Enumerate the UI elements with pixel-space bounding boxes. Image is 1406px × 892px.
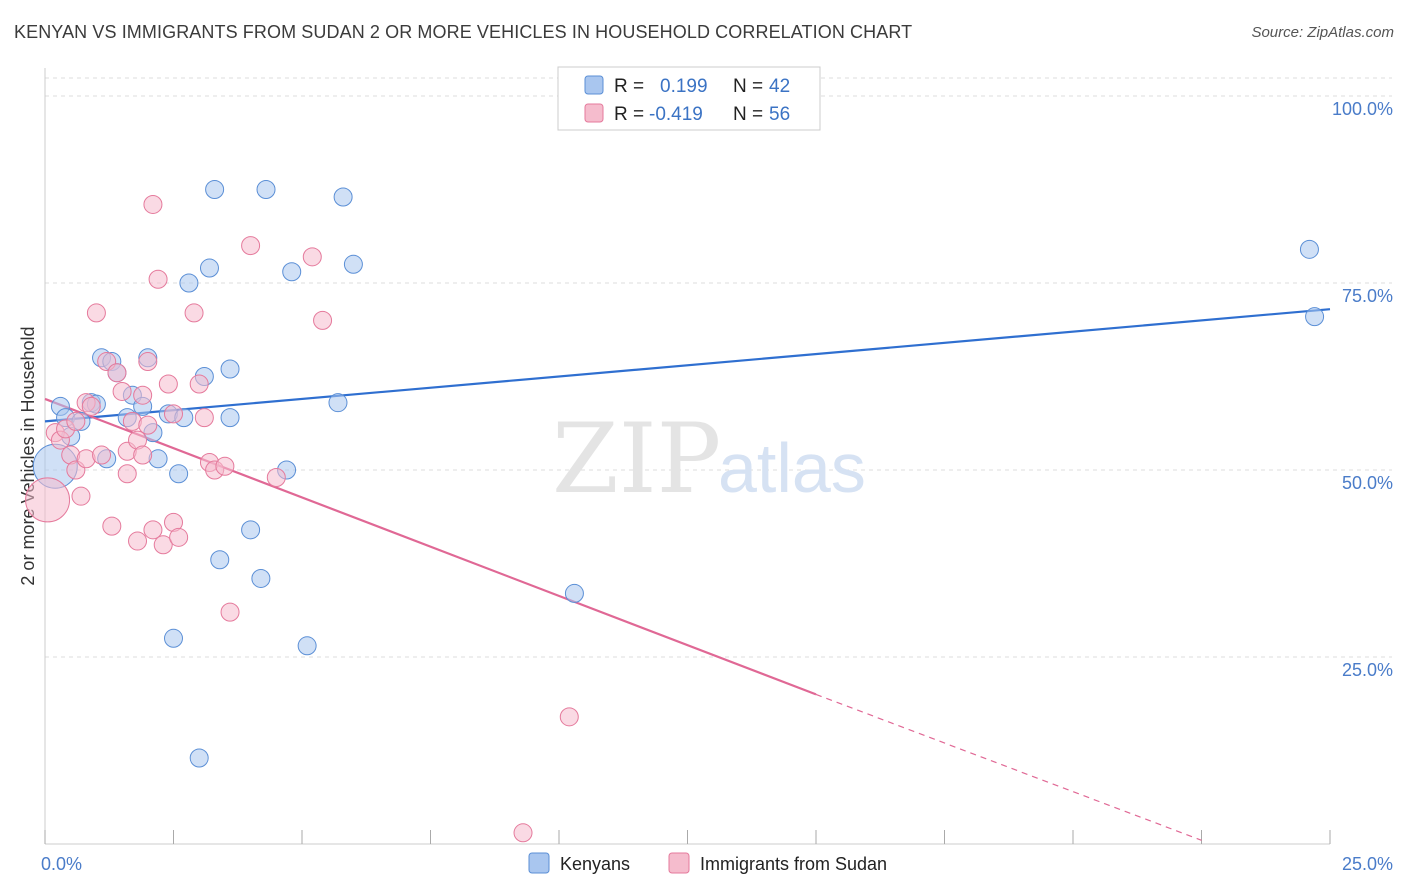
point-kenyans (199, 258, 219, 278)
legend-bottom-label-kenyans: Kenyans (560, 854, 630, 874)
point-sudan (164, 404, 183, 424)
legend-bottom-swatch-sudan (668, 852, 690, 874)
chart-title: KENYAN VS IMMIGRANTS FROM SUDAN 2 OR MOR… (14, 22, 913, 42)
point-kenyans (179, 273, 199, 293)
trend-line-kenyans (44, 308, 1331, 423)
point-sudan (81, 396, 101, 416)
legend-bottom: Kenyans Immigrants from Sudan (528, 852, 887, 874)
point-sudan (133, 445, 153, 465)
point-sudan (102, 516, 122, 536)
y-tick-label: 25.0% (1342, 660, 1393, 680)
point-sudan (133, 385, 153, 405)
point-kenyans (205, 180, 225, 199)
source-label: Source: ZipAtlas.com (1251, 24, 1394, 41)
point-sudan (189, 374, 209, 394)
y-tick-label: 100.0% (1332, 99, 1393, 119)
point-sudan (158, 374, 178, 394)
point-kenyans (164, 628, 183, 648)
watermark-atlas: atlas (718, 429, 866, 507)
watermark: ZIP atlas (552, 403, 866, 515)
point-sudan (266, 467, 286, 487)
legend-r-value: 0.199 (660, 76, 708, 97)
trend-line-sudan-extension (815, 693, 1202, 841)
y-tick-label: 75.0% (1342, 286, 1393, 306)
legend-n-value: 56 (769, 104, 790, 125)
gridlines (45, 77, 1392, 658)
data-points (25, 180, 1325, 843)
point-kenyans (256, 180, 276, 199)
point-kenyans (564, 583, 584, 603)
point-sudan (184, 303, 204, 323)
point-sudan (194, 408, 214, 428)
point-kenyans (282, 262, 302, 282)
point-sudan (143, 520, 163, 540)
trend-line-sudan (44, 397, 817, 696)
point-kenyans (333, 187, 353, 207)
legend-swatch-sudan (584, 103, 604, 123)
point-kenyans (189, 748, 209, 768)
point-sudan (313, 310, 333, 330)
legend-n-label: N = (733, 104, 763, 125)
point-sudan (559, 707, 579, 727)
point-kenyans (343, 254, 363, 274)
x-tick-labels: 0.0% 25.0% (41, 854, 1393, 874)
point-sudan (513, 823, 533, 843)
legend-bottom-swatch-kenyans (528, 852, 550, 874)
point-kenyans (328, 393, 348, 413)
point-kenyans (297, 636, 317, 656)
point-kenyans (210, 550, 230, 570)
point-sudan (117, 464, 137, 484)
point-sudan (220, 602, 240, 622)
point-sudan (241, 236, 261, 256)
point-sudan (215, 456, 235, 476)
point-sudan (153, 535, 173, 555)
point-sudan (138, 415, 158, 435)
point-sudan (86, 303, 106, 323)
point-sudan (138, 352, 158, 372)
point-kenyans (220, 408, 240, 428)
point-kenyans (169, 464, 189, 484)
legend-bottom-label-sudan: Immigrants from Sudan (700, 854, 887, 874)
point-sudan (66, 411, 86, 431)
point-kenyans (1305, 307, 1325, 327)
x-tick-label: 25.0% (1342, 854, 1393, 874)
point-sudan (92, 445, 112, 465)
legend-swatch-kenyans (584, 75, 604, 95)
point-sudan (128, 531, 148, 551)
point-sudan (107, 363, 127, 383)
legend-r-label: R = (614, 104, 644, 125)
legend-top: R = 0.199 N = 42 R = -0.419 N = 56 (557, 66, 821, 131)
x-tick-label: 0.0% (41, 854, 82, 874)
y-tick-label: 50.0% (1342, 473, 1393, 493)
legend-r-label: R = (614, 76, 644, 97)
point-sudan (71, 486, 91, 506)
legend-r-value: -0.419 (649, 104, 703, 125)
point-kenyans (1299, 239, 1319, 259)
point-kenyans (251, 568, 271, 588)
point-sudan (143, 194, 163, 214)
point-sudan (302, 247, 322, 267)
y-axis-label: 2 or more Vehicles in Household (18, 326, 38, 585)
legend-n-label: N = (733, 76, 763, 97)
point-sudan (25, 477, 71, 523)
y-tick-labels: 25.0% 50.0% 75.0% 100.0% (1332, 99, 1393, 680)
watermark-zip: ZIP (552, 403, 721, 515)
legend-n-value: 42 (769, 76, 790, 97)
point-kenyans (241, 520, 261, 540)
point-sudan (148, 269, 168, 289)
trend-lines (44, 308, 1331, 841)
point-kenyans (220, 359, 240, 379)
point-sudan (169, 527, 189, 547)
point-sudan (112, 381, 132, 401)
